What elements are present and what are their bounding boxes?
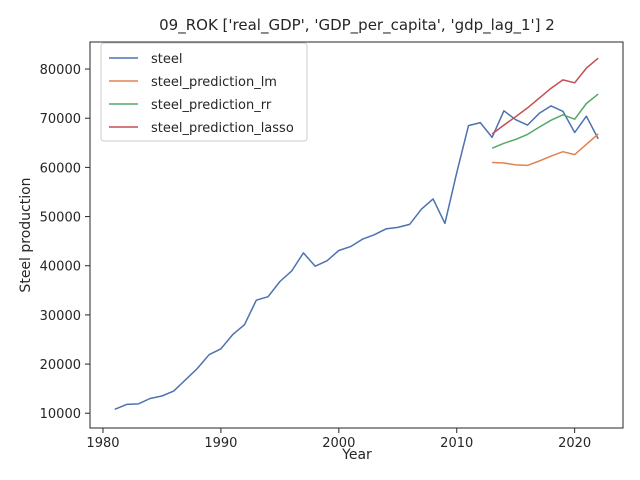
- y-axis: 10000 20000 30000 40000 50000 60000 70000 80000: [40, 63, 90, 422]
- series-line-steel: [114, 105, 599, 410]
- y-tick-label: 70000: [40, 112, 81, 127]
- y-tick-label: 40000: [40, 260, 81, 275]
- legend-label-steel_prediction_lasso: steel_prediction_lasso: [151, 121, 294, 136]
- x-tick-label: 1990: [204, 436, 237, 451]
- plot-series: [114, 57, 599, 410]
- y-tick-label: 50000: [40, 211, 81, 226]
- y-tick-label: 60000: [40, 161, 81, 176]
- legend-label-steel: steel: [151, 52, 182, 67]
- y-tick-label: 20000: [40, 358, 81, 373]
- legend: steel steel_prediction_lm steel_prediction…: [100, 42, 308, 142]
- plot-frame: [89, 41, 624, 429]
- legend-label-steel_prediction_rr: steel_prediction_rr: [151, 98, 272, 113]
- chart-title: 09_ROK ['real_GDP', 'GDP_per_capita', 'g…: [159, 16, 555, 35]
- x-tick-label: 2010: [440, 436, 473, 451]
- legend-box: [100, 42, 308, 142]
- x-tick-label: 2000: [322, 436, 355, 451]
- x-axis-label: Year: [341, 447, 372, 463]
- y-axis-label: Steel production: [18, 177, 34, 292]
- y-tick-label: 30000: [40, 309, 81, 324]
- y-tick-label: 10000: [40, 407, 81, 422]
- x-tick-label: 2020: [558, 436, 591, 451]
- y-tick-label: 80000: [40, 63, 81, 78]
- x-tick-label: 1980: [86, 436, 119, 451]
- series-line-steel_prediction_lm: [492, 133, 599, 167]
- x-axis: 1980 1990 2000 2010 2020: [86, 428, 591, 451]
- series-line-steel_prediction_lasso: [491, 57, 599, 135]
- legend-label-steel_prediction_lm: steel_prediction_lm: [151, 75, 277, 90]
- series-line-steel_prediction_rr: [491, 93, 599, 149]
